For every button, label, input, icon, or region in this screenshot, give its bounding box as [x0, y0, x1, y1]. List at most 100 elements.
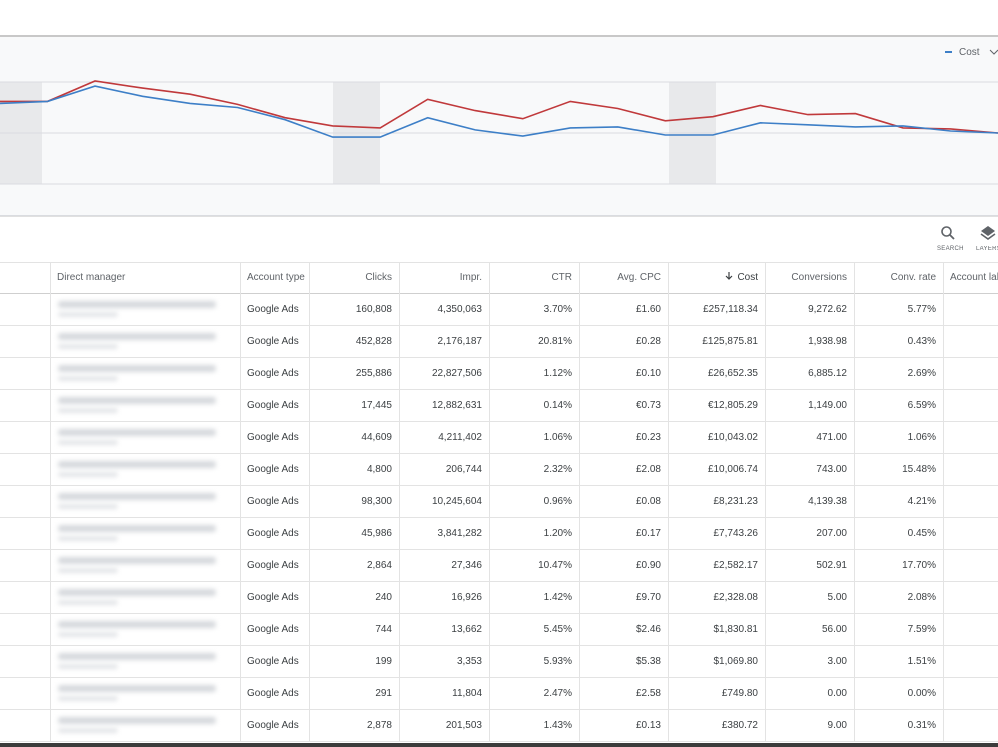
table-cell: 10.47% [538, 560, 572, 571]
table-cell: 3,353 [456, 656, 482, 667]
toolbar: SEARCH LAYERS [0, 216, 998, 263]
table-cell: 1.43% [543, 720, 572, 731]
layers-label[interactable]: LAYERS [976, 246, 998, 252]
blurred-name [58, 717, 216, 724]
table-cell: 6,885.12 [808, 368, 847, 379]
table-cell: 2.69% [907, 368, 936, 379]
blurred-name [58, 685, 216, 692]
blurred-subtitle [58, 504, 118, 509]
table-cell: £26,652.35 [707, 368, 758, 379]
table-cell: 17.70% [902, 560, 936, 571]
series-line [0, 85, 998, 138]
table-cell: £0.90 [635, 560, 661, 571]
column-separator [489, 262, 490, 741]
column-separator [309, 262, 310, 741]
column-separator [854, 262, 855, 741]
table-cell: Google Ads [247, 304, 299, 315]
column-header[interactable]: Conversions [791, 272, 847, 283]
table-top-border [0, 262, 998, 263]
table-cell: 2,176,187 [437, 336, 483, 347]
column-header[interactable]: Account lab [950, 272, 998, 283]
table-cell: 255,886 [355, 368, 392, 379]
blurred-name [58, 653, 216, 660]
data-table: Direct manager Account type Clicks Impr. CTR… [0, 262, 998, 742]
table-cell: 1.42% [543, 592, 572, 603]
table-cell: 0.14% [543, 400, 572, 411]
table-cell: £257,118.34 [703, 304, 758, 315]
table-cell: 16,926 [451, 592, 482, 603]
table-cell: $2.46 [635, 624, 661, 635]
column-separator [240, 262, 241, 741]
blurred-subtitle [58, 536, 118, 541]
table-cell: £125,875.81 [702, 336, 758, 347]
blurred-subtitle [58, 696, 118, 701]
table-cell: 199 [375, 656, 392, 667]
table-cell: $1,830.81 [713, 624, 759, 635]
table-cell: £0.10 [635, 368, 661, 379]
table-cell: 0.45% [907, 528, 936, 539]
table-cell: £1.60 [635, 304, 661, 315]
table-cell: 17,445 [361, 400, 392, 411]
table-cell: £9.70 [635, 592, 661, 603]
table-cell: 206,744 [445, 464, 482, 475]
table-cell: 13,662 [451, 624, 482, 635]
table-cell: Google Ads [247, 528, 299, 539]
table-cell: 744 [375, 624, 392, 635]
row-border [0, 645, 998, 646]
table-cell: Google Ads [247, 464, 299, 475]
column-header[interactable]: Direct manager [57, 272, 126, 283]
column-separator [765, 262, 766, 741]
table-cell: £8,231.23 [713, 496, 759, 507]
blurred-name [58, 333, 216, 340]
search-label[interactable]: SEARCH [937, 246, 964, 252]
table-cell: 2.32% [543, 464, 572, 475]
blurred-name [58, 429, 216, 436]
column-header[interactable]: CTR [551, 272, 572, 283]
column-header[interactable]: Clicks [365, 272, 392, 283]
row-border [0, 421, 998, 422]
legend-label[interactable]: Cost [959, 47, 980, 58]
blurred-subtitle [58, 472, 118, 477]
column-header[interactable]: Impr. [459, 272, 482, 283]
layers-icon[interactable] [979, 224, 997, 242]
table-cell: Google Ads [247, 400, 299, 411]
column-header[interactable]: Cost [668, 262, 765, 293]
table-cell: 2,878 [366, 720, 392, 731]
table-cell: Google Ads [247, 368, 299, 379]
blurred-subtitle [58, 408, 118, 413]
table-cell: $5.38 [635, 656, 661, 667]
table-cell: 201,503 [445, 720, 482, 731]
table-cell: 1,938.98 [808, 336, 847, 347]
table-cell: £2,328.08 [713, 592, 759, 603]
table-cell: Google Ads [247, 656, 299, 667]
table-cell: 6.59% [907, 400, 936, 411]
table-cell: 5.45% [543, 624, 572, 635]
column-header[interactable]: Avg. CPC [617, 272, 661, 283]
row-border [0, 357, 998, 358]
column-header[interactable]: Account type [247, 272, 305, 283]
table-cell: Google Ads [247, 496, 299, 507]
table-cell: £2.08 [635, 464, 661, 475]
search-icon[interactable] [940, 225, 956, 241]
row-border [0, 325, 998, 326]
table-cell: 56.00 [821, 624, 847, 635]
blurred-name [58, 301, 216, 308]
legend-swatch [945, 51, 952, 53]
table-cell: 2,864 [366, 560, 392, 571]
table-cell: 0.31% [907, 720, 936, 731]
table-cell: 3.00 [827, 656, 847, 667]
table-cell: Google Ads [247, 688, 299, 699]
row-border [0, 581, 998, 582]
table-cell: £0.23 [635, 432, 661, 443]
blurred-subtitle [58, 632, 118, 637]
column-separator [943, 262, 944, 741]
column-separator [579, 262, 580, 741]
column-header[interactable]: Conv. rate [890, 272, 936, 283]
table-cell: Google Ads [247, 720, 299, 731]
table-cell: 45,986 [361, 528, 392, 539]
table-cell: £2.58 [635, 688, 661, 699]
table-cell: 1.12% [543, 368, 572, 379]
table-cell: 3,841,282 [437, 528, 483, 539]
legend-dropdown[interactable] [989, 49, 998, 55]
